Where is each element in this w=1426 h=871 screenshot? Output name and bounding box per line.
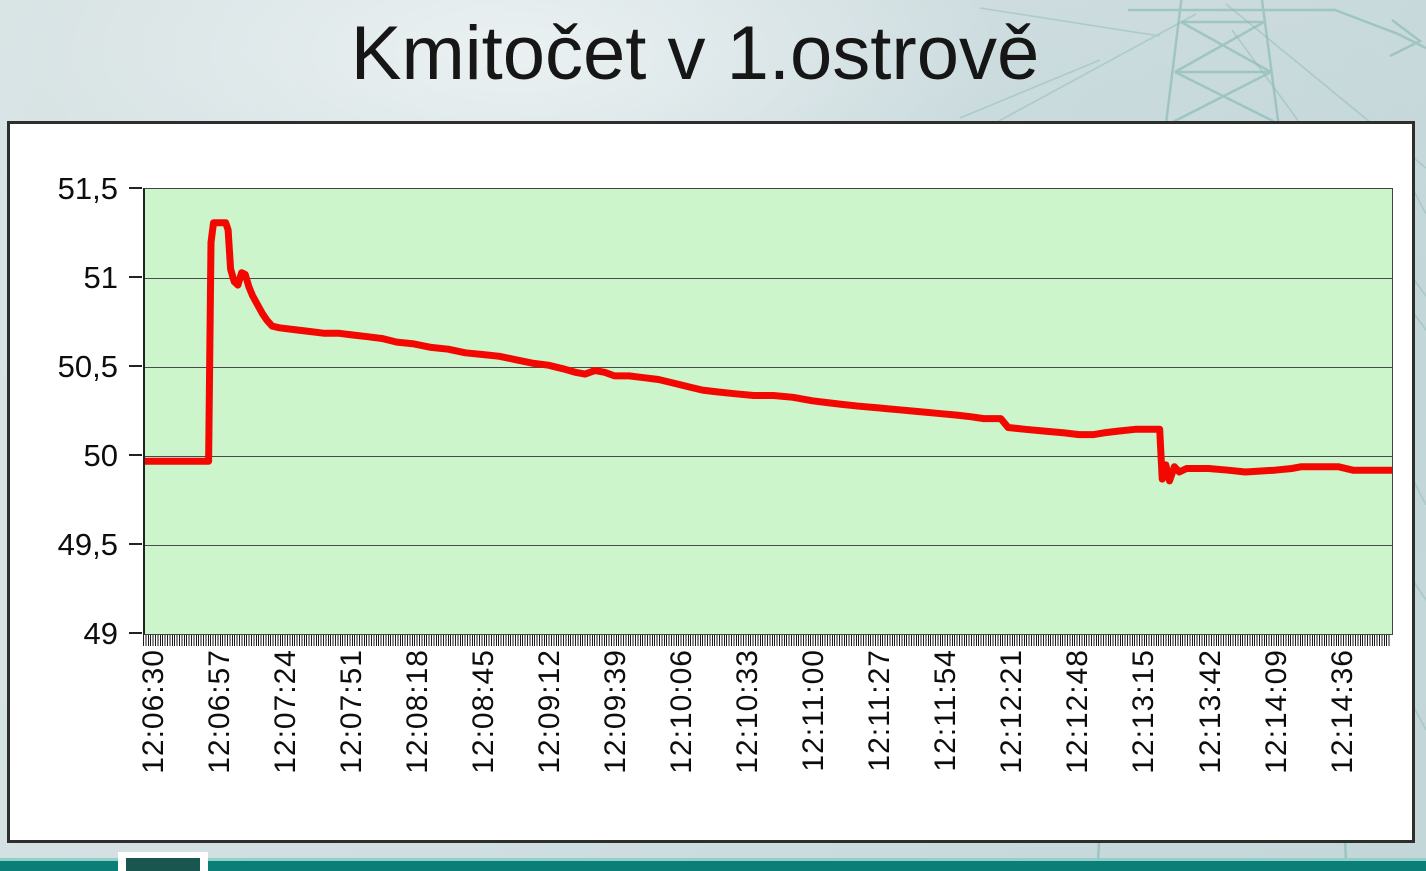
y-axis-label-50: 50 (83, 438, 118, 473)
y-axis-tick (129, 454, 142, 456)
footer-logo (118, 852, 208, 871)
footer-logo-mark (126, 858, 200, 871)
x-axis-label-12:09:12: 12:09:12 (533, 649, 567, 774)
y-axis-label-51,5: 51,5 (57, 171, 118, 206)
y-axis-label-49: 49 (83, 616, 118, 651)
gridline-50 (145, 455, 1392, 457)
x-axis-label-12:13:15: 12:13:15 (1127, 649, 1161, 774)
x-axis-label-12:12:21: 12:12:21 (995, 649, 1029, 774)
x-axis-label-12:08:45: 12:08:45 (467, 649, 501, 774)
frequency-line-layer (145, 219, 1392, 485)
frequency-line (145, 219, 1392, 485)
chart-frame: 51,5 51 50,5 50 49,5 49 12:06:30 12:06:57 12:07:… (7, 121, 1415, 843)
x-axis-label-12:12:48: 12:12:48 (1061, 649, 1095, 774)
x-axis-label-12:14:09: 12:14:09 (1259, 649, 1293, 774)
x-axis-label-12:11:54: 12:11:54 (929, 649, 963, 772)
slide-title: Kmitočet v 1.ostrově (350, 11, 1040, 96)
y-axis-label-49,5: 49,5 (57, 527, 118, 562)
gridline-49,5 (145, 544, 1392, 546)
x-axis-label-12:06:30: 12:06:30 (137, 649, 171, 774)
y-axis-label-50,5: 50,5 (57, 349, 118, 384)
x-axis-label-12:11:00: 12:11:00 (797, 649, 831, 772)
footer-bar (0, 858, 1426, 871)
y-axis-tick (129, 276, 142, 278)
x-axis-label-12:07:24: 12:07:24 (269, 649, 303, 774)
gridline-51 (145, 277, 1392, 279)
x-axis-tick-comb (143, 635, 1390, 646)
y-axis-tick (129, 365, 142, 367)
x-axis-label-12:10:33: 12:10:33 (731, 649, 765, 774)
x-axis-label-12:08:18: 12:08:18 (401, 649, 435, 774)
x-axis-label-12:10:06: 12:10:06 (665, 649, 699, 774)
y-axis-tick (129, 632, 142, 634)
x-axis-label-12:13:42: 12:13:42 (1193, 649, 1227, 774)
x-axis-label-12:11:27: 12:11:27 (863, 649, 897, 772)
plot-area (143, 188, 1393, 635)
y-axis-label-51: 51 (83, 260, 118, 295)
x-axis-label-12:14:36: 12:14:36 (1325, 649, 1359, 774)
y-axis-tick (129, 543, 142, 545)
x-axis-label-12:06:57: 12:06:57 (203, 649, 237, 774)
x-axis-label-12:09:39: 12:09:39 (599, 649, 633, 774)
y-axis-tick (129, 187, 142, 189)
x-axis-label-12:07:51: 12:07:51 (335, 649, 369, 774)
gridline-50,5 (145, 366, 1392, 368)
